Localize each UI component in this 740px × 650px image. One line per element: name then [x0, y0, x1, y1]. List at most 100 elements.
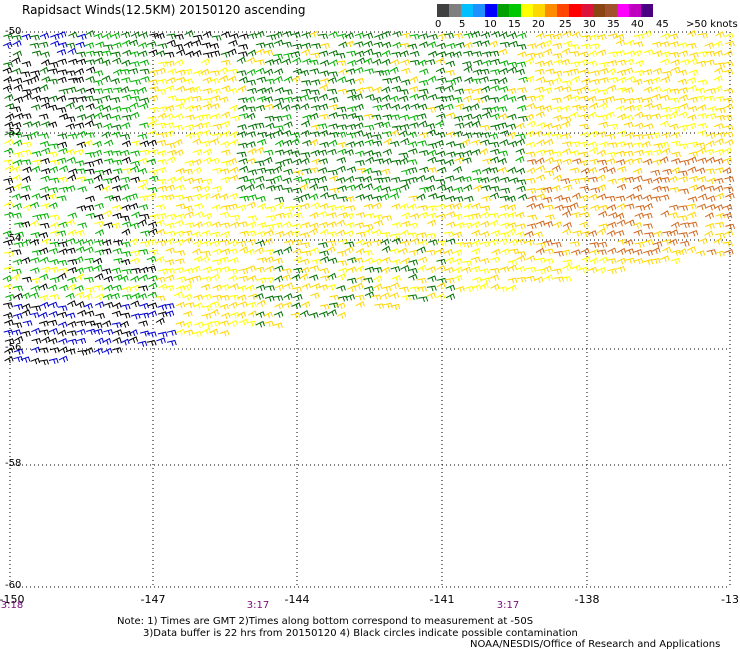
wind-barb [326, 240, 337, 247]
wind-barb [443, 103, 454, 111]
wind-barb [479, 76, 489, 83]
wind-barb [452, 213, 463, 220]
wind-barb [354, 183, 364, 191]
wind-barb [526, 255, 536, 263]
wind-barb [11, 274, 21, 282]
wind-barb [2, 230, 13, 237]
wind-barb [426, 106, 436, 113]
wind-barb [229, 166, 239, 174]
wind-barb [427, 275, 437, 282]
wind-barb [148, 94, 159, 102]
wind-barb [659, 141, 670, 148]
wind-barb [407, 141, 418, 148]
wind-barb [309, 183, 319, 191]
wind-barb [338, 267, 348, 274]
wind-barb [11, 34, 22, 41]
wind-barb [338, 238, 348, 246]
wind-barb [605, 95, 616, 103]
wind-barb [39, 96, 50, 103]
wind-barb [688, 184, 699, 191]
wind-barb [480, 205, 491, 212]
wind-barb [38, 113, 49, 120]
wind-barb [247, 148, 257, 155]
wind-barb [346, 105, 357, 113]
wind-barb [85, 103, 95, 110]
colorbar-label: 45 [656, 19, 669, 30]
wind-barb [57, 58, 68, 65]
wind-barb [227, 68, 238, 75]
wind-barb [20, 330, 31, 337]
wind-barb [166, 156, 176, 164]
wind-barb [308, 59, 319, 66]
wind-barb [201, 327, 211, 335]
wind-barb [462, 105, 472, 112]
wind-barb [373, 283, 383, 291]
wind-barb [509, 248, 520, 255]
wind-barb [230, 221, 240, 229]
wind-barb [129, 102, 139, 110]
wind-barb [544, 79, 555, 86]
wind-barb [31, 86, 41, 94]
wind-barb [146, 239, 157, 246]
wind-barb [193, 177, 204, 184]
wind-barb [111, 204, 122, 212]
wind-barb [275, 212, 286, 219]
wind-barb [175, 184, 186, 191]
wind-barb [416, 193, 426, 201]
wind-barb [372, 267, 383, 273]
wind-barb [76, 328, 86, 336]
wind-barb [445, 60, 456, 68]
wind-barb [201, 240, 212, 247]
wind-barb [434, 104, 445, 111]
wind-barb [516, 179, 527, 186]
wind-barb [336, 106, 347, 113]
wind-barb [389, 248, 400, 255]
wind-barb [425, 184, 436, 192]
wind-barb [579, 123, 590, 130]
wind-barb [291, 75, 301, 83]
wind-barb [200, 68, 210, 76]
wind-barb [13, 303, 24, 310]
wind-barb [338, 295, 349, 302]
wind-barb [705, 222, 715, 230]
wind-barb [380, 193, 390, 201]
wind-barb [84, 204, 95, 211]
wind-barb [507, 166, 517, 174]
wind-barb [166, 329, 177, 336]
wind-barb [221, 130, 231, 138]
wind-barb [246, 158, 256, 165]
wind-barb [94, 229, 105, 237]
wind-barb [715, 114, 725, 121]
wind-barb [569, 202, 579, 209]
wind-barb [273, 53, 284, 60]
wind-barb [545, 33, 556, 40]
wind-barb [229, 33, 239, 40]
wind-barb [111, 195, 121, 202]
wind-barb [174, 267, 184, 274]
wind-barb [561, 116, 572, 123]
wind-barb [319, 70, 330, 77]
wind-barb [29, 219, 40, 228]
wind-barb [175, 69, 186, 76]
wind-barb [191, 95, 202, 102]
wind-barb [174, 258, 185, 265]
wind-barb [489, 141, 500, 148]
wind-barb [147, 116, 158, 123]
wind-barb [338, 68, 348, 76]
wind-barb [381, 58, 391, 66]
wind-barb [20, 71, 31, 78]
wind-barb [193, 255, 203, 263]
wind-barb [67, 229, 77, 237]
wind-barb [3, 76, 13, 84]
wind-barb [463, 113, 473, 121]
wind-barb [174, 59, 184, 67]
wind-barb [147, 310, 157, 318]
wind-barb [121, 156, 131, 164]
wind-barb [337, 124, 348, 131]
wind-barb [500, 248, 510, 256]
wind-barb [499, 60, 509, 67]
wind-barb [543, 60, 553, 67]
footnote-line: 3)Data buffer is 22 hrs from 20150120 4)… [143, 628, 578, 639]
wind-barb [326, 204, 337, 211]
wind-barb [129, 222, 140, 230]
